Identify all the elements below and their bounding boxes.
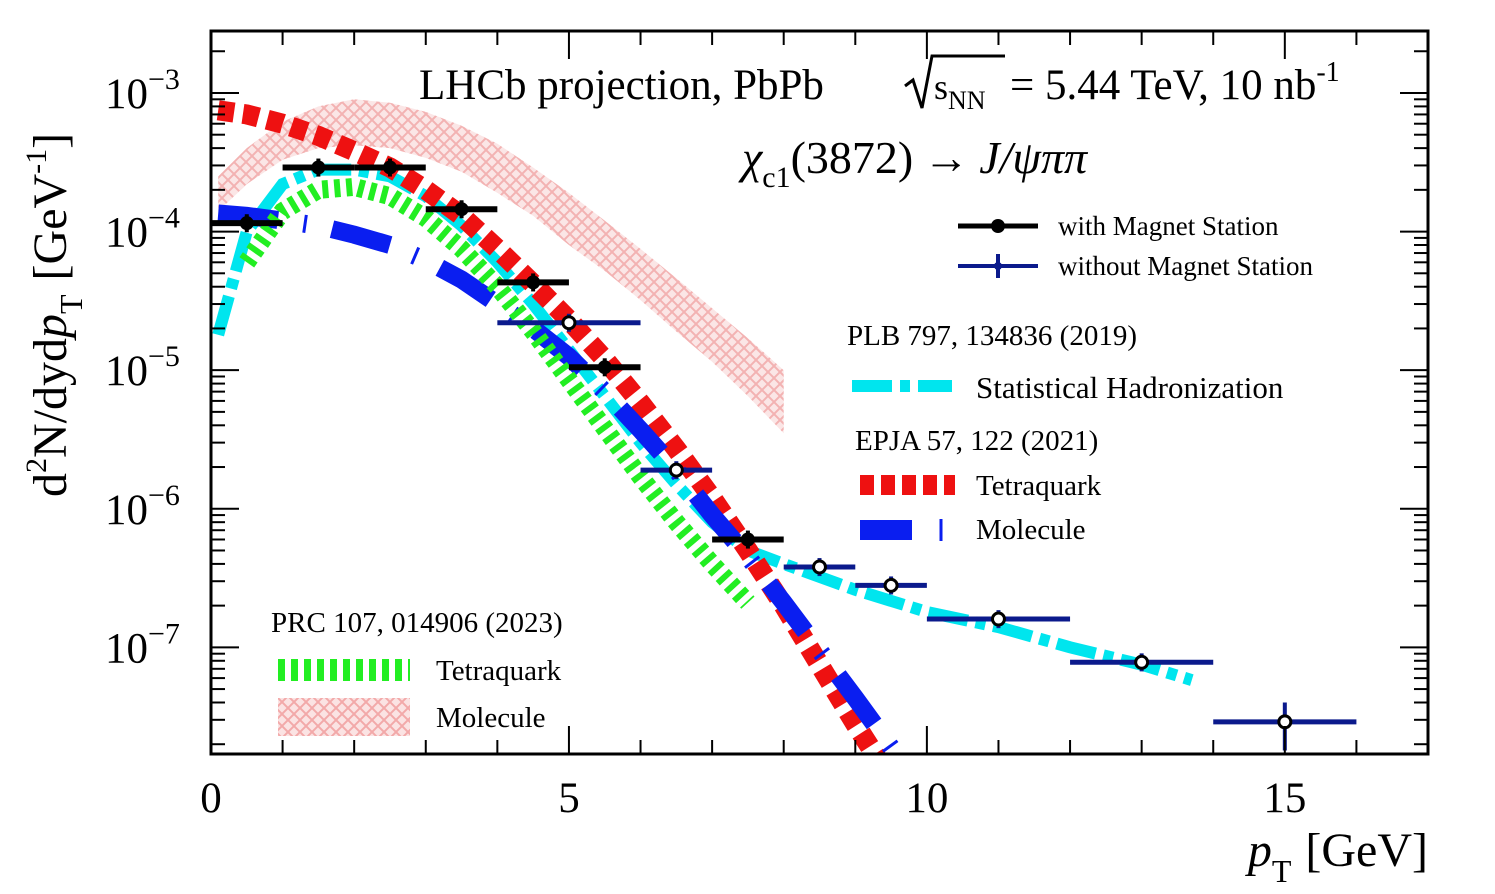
svg-text:with Magnet Station: with Magnet Station	[1058, 211, 1279, 241]
sqrt-symbol	[904, 54, 1005, 109]
data-point-with-magnet	[425, 200, 498, 219]
legend-with-magnet: with Magnet Station	[958, 211, 1279, 241]
svg-text:sNN: sNN	[934, 67, 986, 115]
svg-text:Molecule: Molecule	[436, 702, 546, 734]
legend-molecule-prc: Molecule	[278, 698, 546, 736]
y-tick-label: 10−3	[105, 63, 180, 118]
y-tick-label: 10−4	[105, 202, 180, 257]
data-point-with-magnet	[354, 158, 426, 177]
legend-without-magnet: without Magnet Station	[958, 251, 1313, 281]
legend-header-plb: PLB 797, 134836 (2019)	[847, 320, 1137, 352]
data-point-with-magnet	[568, 358, 641, 377]
svg-text:without Magnet Station: without Magnet Station	[1058, 251, 1313, 281]
svg-text:Molecule: Molecule	[976, 514, 1086, 546]
decay-label: χc1(3872) → J/ψππ	[738, 132, 1089, 194]
x-tick-label: 15	[1263, 775, 1306, 822]
legend-molecule-epja: Molecule	[860, 514, 1086, 546]
svg-text:Tetraquark: Tetraquark	[976, 470, 1102, 502]
y-tick-label: 10−5	[105, 340, 180, 395]
y-tick-label: 10−6	[105, 479, 180, 534]
model-bands	[218, 99, 784, 434]
data-point-without-magnet	[855, 576, 927, 595]
y-tick-labels: 10−3 10−4 10−5 10−6 10−7	[105, 63, 180, 672]
x-tick-label: 10	[905, 775, 948, 822]
legend-tetraquark-epja: Tetraquark	[860, 470, 1102, 502]
svg-text:Tetraquark: Tetraquark	[436, 655, 562, 687]
x-tick-label: 5	[558, 775, 580, 822]
x-axis-title: pT [GeV]	[1245, 824, 1428, 889]
svg-text:Statistical Hadronization: Statistical Hadronization	[976, 370, 1284, 405]
data-point-without-magnet	[783, 558, 856, 577]
data-point-without-magnet	[926, 610, 1071, 629]
svg-text:= 5.44 TeV, 10 nb-1: = 5.44 TeV, 10 nb-1	[1010, 57, 1340, 109]
x-tick-labels: 0 5 10 15	[200, 775, 1306, 822]
legend-marker-without-magnet	[994, 262, 1002, 270]
data-point-with-magnet	[712, 530, 784, 549]
model-curve-molecule-epja	[217, 204, 899, 753]
model-band-molecule-prc	[218, 99, 784, 434]
y-axis-title: d2N/dydpT[GeV-1]	[20, 133, 89, 497]
data-point-without-magnet	[1070, 653, 1214, 672]
data-point-without-magnet	[640, 461, 713, 480]
data-point-with-magnet	[211, 214, 283, 233]
chart-title: LHCb projection, PbPb sNN = 5.44 TeV, 10…	[419, 54, 1340, 115]
y-tick-label: 10−7	[105, 617, 180, 672]
data-point-without-magnet	[497, 313, 641, 332]
legend-header-epja: EPJA 57, 122 (2021)	[855, 425, 1098, 457]
data-point-with-magnet	[497, 273, 569, 292]
model-curve-tetraquark-prc	[239, 177, 755, 609]
legend-header-prc: PRC 107, 014906 (2023)	[271, 607, 563, 639]
svg-text:LHCb projection, PbPb: LHCb projection, PbPb	[419, 62, 824, 109]
axis-ticks	[210, 31, 1429, 754]
data-points	[211, 158, 1357, 751]
x-tick-label: 0	[200, 775, 222, 822]
legend-stat-hadronization: Statistical Hadronization	[852, 370, 1284, 405]
legend-marker-with-magnet	[991, 219, 1005, 233]
data-point-with-magnet	[282, 158, 355, 177]
legend-tetraquark-prc: Tetraquark	[278, 655, 562, 687]
